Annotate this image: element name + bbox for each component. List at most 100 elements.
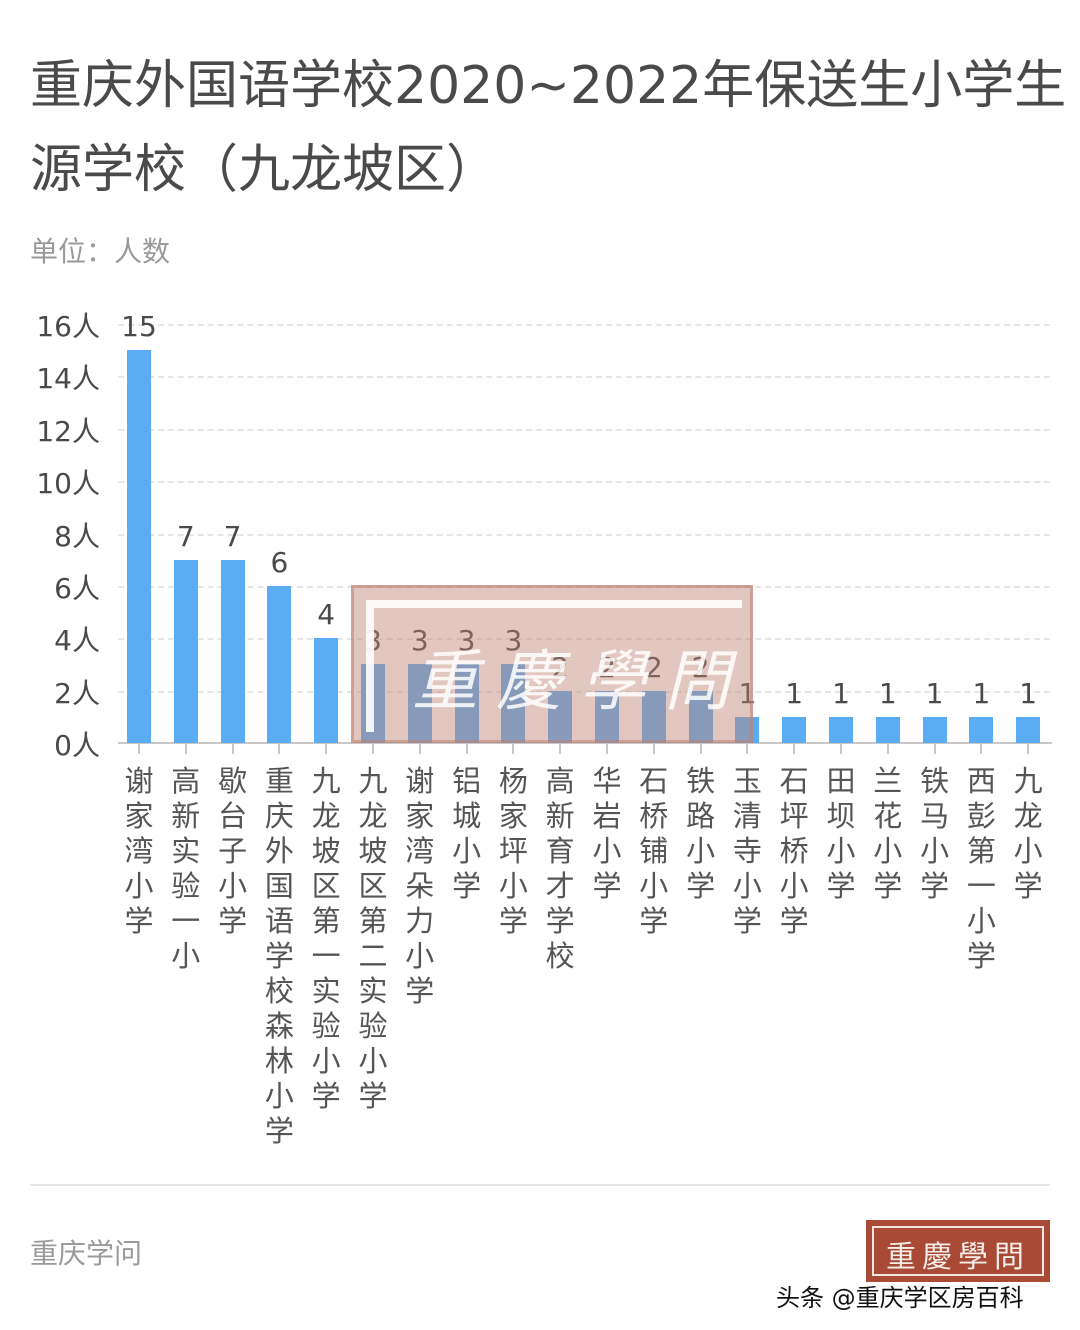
- bar: [173, 559, 198, 743]
- x-tick: [746, 744, 749, 754]
- logo-text: 重慶學問: [886, 1240, 1030, 1275]
- bar-value-label: 1: [878, 676, 897, 710]
- bar-value-label: 7: [223, 519, 242, 553]
- x-tick: [418, 744, 421, 754]
- x-tick: [699, 744, 702, 754]
- x-tick: [793, 744, 796, 754]
- x-category-label: 铝城小学: [452, 764, 482, 903]
- bar-value-label: 1: [1019, 676, 1038, 710]
- source-label: 重庆学问: [30, 1237, 143, 1270]
- bar-value-label: 1: [925, 676, 944, 710]
- y-tick-label: 4人: [54, 624, 100, 658]
- y-tick-label: 14人: [36, 362, 100, 396]
- x-category-label: 杨家坪小学: [498, 764, 528, 938]
- bar: [735, 716, 760, 743]
- x-tick: [372, 744, 374, 754]
- y-tick-label: 8人: [54, 519, 100, 553]
- grid-line: [118, 324, 1050, 326]
- grid-line: [118, 481, 1050, 484]
- x-tick: [231, 744, 234, 754]
- bar: [782, 716, 807, 743]
- x-tick: [980, 744, 983, 754]
- grid-line: [118, 638, 1050, 641]
- x-category-label: 高新育才学校: [545, 764, 575, 973]
- x-tick: [138, 744, 140, 754]
- y-tick-label: 6人: [54, 571, 100, 605]
- chart-title: 重庆外国语学校2020~2022年保送生小学生源学校（九龙坡区）: [30, 56, 1067, 200]
- x-category-label: 谢家湾朵力小学: [405, 764, 435, 1008]
- bar-value-label: 7: [176, 519, 195, 553]
- x-category-label: 谢家湾小学: [124, 764, 154, 938]
- x-tick: [886, 744, 889, 754]
- credit-watermark: 头条 @重庆学区房百科: [776, 1284, 1024, 1312]
- bar: [595, 690, 619, 743]
- x-tick: [840, 744, 842, 754]
- bar: [688, 690, 713, 743]
- bar-value-label: 4: [317, 598, 336, 632]
- y-tick-label: 10人: [36, 467, 100, 501]
- x-category-label: 兰花小学: [873, 764, 903, 903]
- logo-border: [872, 1226, 1044, 1276]
- x-axis-line: [118, 742, 1052, 744]
- x-category-label: 九龙坡区第二实验小学: [358, 764, 388, 1113]
- x-category-label: 铁马小学: [920, 764, 950, 903]
- x-category-label: 九龙小学: [1013, 764, 1043, 903]
- bar-value-label: 1: [972, 676, 991, 710]
- unit-label: 单位：人数: [30, 235, 171, 268]
- x-category-label: 玉清寺小学: [732, 764, 762, 938]
- bar-value-label: 3: [504, 624, 523, 658]
- bar: [1016, 716, 1041, 743]
- bar: [454, 664, 479, 743]
- grid-line: [118, 690, 1050, 693]
- bar-value-label: 6: [270, 545, 289, 579]
- x-category-label: 铁路小学: [686, 764, 716, 903]
- x-tick: [606, 744, 608, 754]
- x-category-label: 歇台子小学: [218, 764, 248, 938]
- grid-line: [118, 585, 1050, 588]
- bar-value-label: 2: [598, 650, 616, 684]
- bar-value-label: 1: [785, 676, 804, 710]
- x-tick: [512, 744, 515, 754]
- bar: [829, 716, 853, 743]
- bar-chart: 0人 2人 4人 6人 8人 10人 12人 14人 16人 15 谢家湾小学 7 高新实验一小 7 歇台子…: [36, 310, 1052, 1148]
- x-tick: [278, 744, 281, 754]
- x-category-label: 高新实验一小: [171, 764, 201, 973]
- grid-line: [118, 376, 1050, 379]
- grid-line: [118, 533, 1050, 536]
- bar: [875, 716, 900, 743]
- bar: [267, 585, 292, 743]
- bar: [501, 664, 526, 743]
- bar: [314, 638, 339, 743]
- y-tick-label: 2人: [54, 676, 100, 710]
- x-category-label: 重庆外国语学校森林小学: [264, 764, 294, 1148]
- bar-value-label: 2: [551, 650, 570, 684]
- x-category-label: 华岩小学: [592, 764, 622, 903]
- x-tick: [325, 744, 328, 754]
- x-tick: [933, 744, 936, 754]
- x-tick: [465, 744, 468, 754]
- bar: [127, 350, 151, 743]
- bar-value-label: 2: [691, 650, 710, 684]
- x-tick: [652, 744, 655, 754]
- bar: [220, 559, 245, 743]
- bar-value-label: 3: [410, 624, 429, 658]
- x-category-label: 田坝小学: [826, 764, 856, 903]
- footer-divider: [30, 1184, 1050, 1186]
- bar-value-label: 3: [457, 624, 476, 658]
- x-tick: [1027, 744, 1030, 754]
- y-tick-label: 12人: [36, 414, 100, 448]
- x-category-label: 石桥铺小学: [639, 764, 669, 938]
- x-category-label: 石坪桥小学: [779, 764, 809, 938]
- bar: [641, 690, 666, 743]
- x-category-label: 西彭第一小学: [966, 764, 996, 973]
- x-tick: [559, 744, 562, 754]
- bar: [922, 716, 947, 743]
- bar-value-label: 15: [121, 310, 157, 344]
- bar-value-label: 2: [644, 650, 663, 684]
- x-tick: [184, 744, 187, 754]
- brand-logo: 重慶學問: [866, 1220, 1050, 1282]
- x-category-label: 九龙坡区第一实验小学: [311, 764, 341, 1113]
- bar-value-label: 1: [832, 676, 850, 710]
- grid-line: [118, 428, 1050, 431]
- y-tick-label: 16人: [36, 310, 100, 343]
